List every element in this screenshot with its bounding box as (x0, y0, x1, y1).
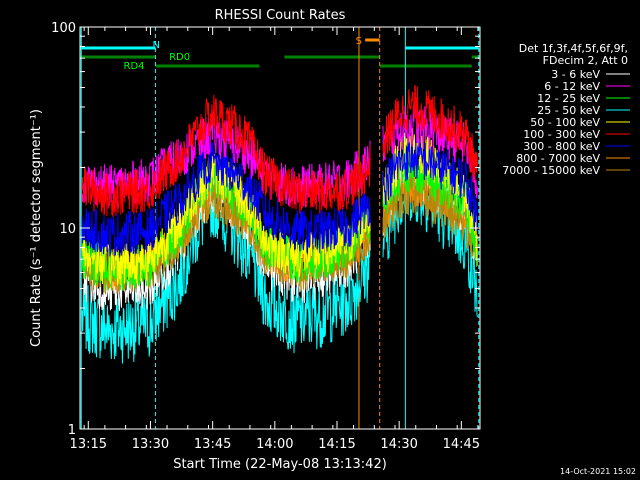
y-axis: 1 10 100 (51, 21, 480, 438)
x-tick-label: 13:45 (194, 437, 231, 452)
flag-bars: NRD0RD4S (80, 36, 479, 72)
series-line (81, 84, 478, 217)
x-axis-label: Start Time (22-May-08 13:13:42) (173, 457, 387, 472)
x-tick-label: 13:30 (132, 437, 169, 452)
legend-entry-label: 3 - 6 keV (551, 68, 600, 81)
legend-entry-label: 100 - 300 keV (523, 128, 600, 141)
flag-label: N (153, 40, 160, 51)
series-lines (81, 84, 478, 364)
legend-entry-label: 300 - 800 keV (523, 140, 600, 153)
legend-header-line-1: Det 1f,3f,4f,5f,6f,9f, (519, 42, 628, 55)
x-tick-label: 13:15 (70, 437, 107, 452)
legend: Det 1f,3f,4f,5f,6f,9f, FDecim 2, Att 0 3… (502, 42, 630, 177)
legend-entry-label: 12 - 25 keV (537, 92, 600, 105)
flag-label: RD4 (124, 61, 145, 72)
y-tick-label: 100 (51, 21, 76, 36)
legend-entry-label: 6 - 12 keV (544, 80, 600, 93)
y-axis-label: Count Rate (s⁻¹ detector segment⁻¹) (29, 109, 44, 347)
legend-entry-label: 50 - 100 keV (530, 116, 600, 129)
x-tick-label: 14:00 (256, 437, 293, 452)
x-tick-label: 14:30 (380, 437, 417, 452)
y-tick-label: 1 (68, 423, 76, 438)
footer-timestamp: 14-Oct-2021 15:02 (560, 467, 636, 476)
legend-header-line-2: FDecim 2, Att 0 (543, 54, 628, 67)
flag-label: RD0 (169, 52, 190, 63)
y-tick-label: 10 (59, 222, 76, 237)
legend-entry-label: 7000 - 15000 keV (502, 164, 600, 177)
x-tick-label: 14:45 (443, 437, 480, 452)
chart-title: RHESSI Count Rates (215, 8, 346, 23)
legend-entry-label: 25 - 50 keV (537, 104, 600, 117)
series-line (81, 137, 478, 257)
x-tick-label: 14:15 (318, 437, 355, 452)
legend-entry-label: 800 - 7000 keV (516, 152, 600, 165)
x-axis: 13:15 13:30 13:45 14:00 14:15 14:30 14:45 (70, 27, 480, 452)
